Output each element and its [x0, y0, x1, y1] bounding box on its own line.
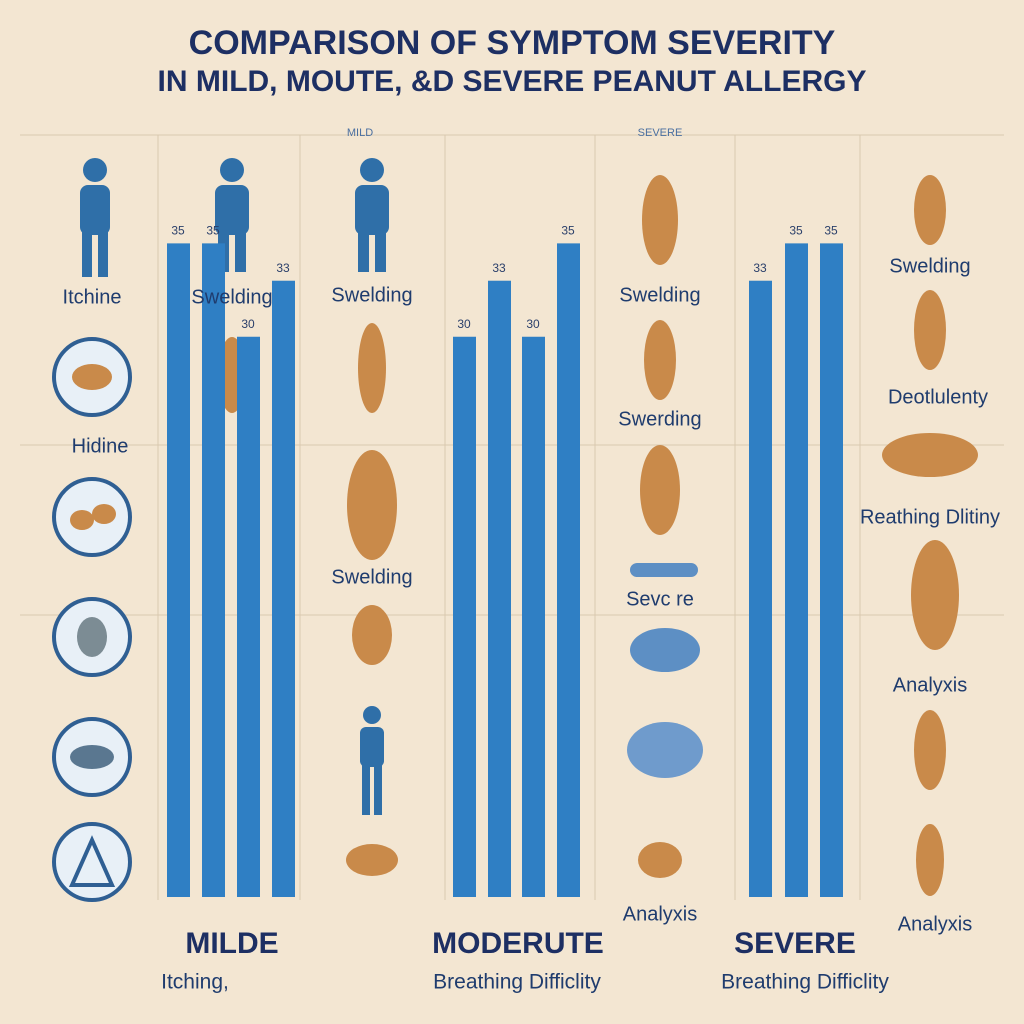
icons [52, 158, 978, 902]
annotation: Analyxis [893, 674, 967, 696]
annotation: Sevc re [626, 588, 694, 610]
group-caption: Breathing Difficlity [433, 971, 601, 994]
value-label: 35 [206, 224, 220, 238]
bar [202, 243, 225, 897]
annotation: Reathing Dlitiny [860, 506, 1000, 528]
group-caption: Itching, [161, 971, 229, 994]
annotation: Hidine [72, 435, 129, 457]
annotation: Swelding [889, 255, 970, 277]
chart-title: COMPARISON OF SYMPTOM SEVERITY [189, 24, 836, 62]
group-caption: Breathing Difficlity [721, 971, 889, 994]
bar [453, 336, 476, 897]
annotation: Swelding [331, 566, 412, 588]
bar [820, 243, 843, 897]
group-label: SEVERE [734, 927, 856, 960]
group-label: MODERUTE [432, 927, 604, 960]
annotation: Itchine [63, 286, 122, 308]
chart-subtitle: IN MILD, MOUTE, &D SEVERE PEANUT ALLERGY [158, 65, 867, 98]
annotation: Analyxis [898, 913, 972, 935]
value-label: 35 [171, 224, 185, 238]
column-header: MILD [347, 127, 373, 139]
bar [488, 280, 511, 898]
annotation: Deotlulenty [888, 386, 988, 408]
value-label: 30 [526, 317, 540, 331]
value-label: 33 [276, 261, 290, 275]
value-label: 33 [753, 261, 767, 275]
annotation: Swelding [619, 284, 700, 306]
annotation: Swelding [191, 286, 272, 308]
group-label: MILDE [185, 927, 278, 960]
annotation: Swerding [618, 408, 701, 430]
annotation: Swelding [331, 284, 412, 306]
value-label: 35 [789, 224, 803, 238]
bar [272, 280, 295, 898]
bar [522, 336, 545, 897]
value-label: 35 [824, 224, 838, 238]
bar [557, 243, 580, 897]
annotation: Analyxis [623, 903, 697, 925]
column-header: SEVERE [638, 127, 683, 139]
bar [749, 280, 772, 898]
value-label: 30 [241, 317, 255, 331]
value-label: 33 [492, 261, 506, 275]
bar [167, 243, 190, 897]
value-label: 30 [457, 317, 471, 331]
value-label: 35 [561, 224, 575, 238]
bar [237, 336, 260, 897]
bar [785, 243, 808, 897]
